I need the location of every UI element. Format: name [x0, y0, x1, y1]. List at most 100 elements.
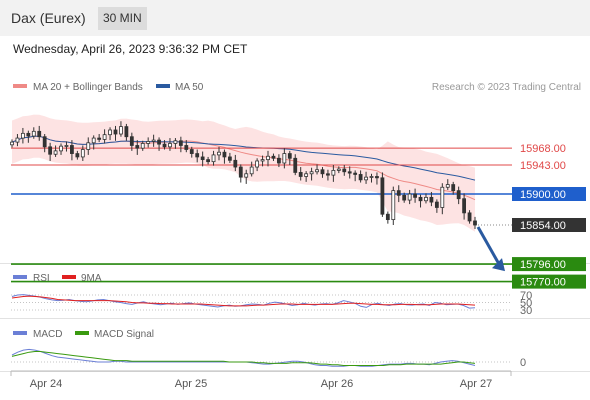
candle-body	[445, 184, 450, 188]
support-label: 15796.00	[520, 259, 566, 271]
resistance-label: 15943.00	[520, 160, 566, 172]
panel-divider	[0, 318, 590, 319]
candle-body	[462, 198, 467, 214]
candle-body	[195, 153, 200, 158]
legend-rsi-ma-label: 9MA	[81, 273, 102, 284]
candle-body	[271, 155, 276, 159]
candle-body	[342, 168, 347, 173]
candle-body	[206, 159, 210, 163]
macd-panel: MACD MACD Signal 0	[11, 329, 526, 369]
candle-body	[380, 177, 385, 215]
candle-body	[135, 145, 140, 149]
candle-body	[255, 160, 260, 168]
candle-body	[287, 153, 292, 159]
candle-body	[146, 141, 151, 144]
legend-bollinger-label: MA 20 + Bollinger Bands	[33, 82, 143, 93]
candle-body	[424, 196, 428, 202]
candle-body	[375, 176, 379, 179]
candle-body	[331, 170, 336, 176]
candle-body	[173, 140, 178, 144]
forecast-arrowhead	[492, 258, 505, 272]
legend-macd-label: MACD	[33, 329, 62, 340]
legend-rsi-label: RSI	[33, 273, 50, 284]
candle-body	[369, 176, 374, 178]
candle-body	[244, 173, 249, 178]
candle-body	[326, 173, 330, 176]
forecast-arrow-shaft	[476, 226, 501, 265]
time-axis: Apr 24 Apr 25 Apr 26 Apr 27	[10, 370, 512, 390]
candle-body	[315, 169, 319, 173]
macd-line	[11, 348, 476, 367]
candle-body	[418, 196, 423, 202]
legend-macd-swatch	[13, 331, 27, 335]
candle-body	[75, 153, 80, 158]
rsi-level-label: 50	[520, 298, 532, 310]
timeframe-button[interactable]: 30 MIN	[98, 7, 147, 30]
candle-body	[396, 190, 401, 196]
candle-body	[385, 213, 390, 221]
candle-body	[211, 154, 216, 163]
candle-body	[451, 184, 456, 192]
rsi-ma-line	[11, 295, 476, 307]
candle-body	[80, 149, 85, 158]
candle-body	[309, 171, 314, 175]
candle-body	[59, 145, 63, 152]
candle-body	[42, 136, 47, 148]
candle-body	[97, 137, 102, 140]
candle-body	[113, 129, 118, 135]
candle-body	[10, 141, 14, 146]
rsi-level-label: 30	[520, 305, 532, 317]
candle-body	[184, 145, 189, 150]
candle-body	[64, 145, 69, 147]
candle-body	[467, 212, 472, 222]
x-tick-label: Apr 25	[175, 378, 207, 390]
macd-level-label: 0	[520, 357, 526, 369]
candle-body	[140, 143, 145, 149]
candle-body	[277, 157, 281, 164]
instrument-title: Dax (Eurex)	[11, 10, 86, 26]
legend-macd-signal-label: MACD Signal	[94, 329, 154, 340]
legend-macd-signal-swatch	[75, 331, 89, 335]
chart-credit: Research © 2023 Trading Central	[432, 82, 581, 93]
candle-body	[364, 176, 368, 181]
candle-body	[440, 186, 445, 208]
candle-body	[70, 145, 74, 154]
candle-body	[15, 137, 20, 143]
candle-body	[129, 136, 134, 146]
candle-body	[293, 157, 298, 173]
candle-body	[353, 172, 358, 175]
candle-body	[108, 129, 112, 136]
legend-ma50-label: MA 50	[175, 82, 204, 93]
bollinger-band-fill	[12, 114, 475, 232]
candle-body	[20, 132, 25, 139]
candle-body	[217, 151, 221, 156]
legend-rsi-swatch	[13, 275, 27, 279]
candle-body	[358, 174, 363, 181]
candle-body	[407, 193, 412, 201]
legend-rsi-ma-swatch	[62, 275, 76, 279]
candle-body	[456, 190, 461, 200]
candle-body	[222, 151, 227, 158]
candle-body	[157, 139, 161, 145]
last-price-box	[512, 218, 586, 232]
candle-body	[124, 126, 129, 138]
candle-body	[473, 220, 477, 226]
pivot-label: 15900.00	[520, 189, 566, 201]
candle-body	[189, 149, 194, 154]
x-tick-label: Apr 27	[460, 378, 492, 390]
x-tick-label: Apr 26	[321, 378, 353, 390]
candle-body	[298, 172, 303, 177]
candle-body	[86, 142, 91, 150]
price-panel: MA 20 + Bollinger Bands MA 50 Research © 2…	[10, 82, 586, 289]
candle-body	[413, 193, 417, 198]
candle-body	[434, 201, 439, 208]
candle-body	[238, 166, 243, 178]
candle-body	[266, 155, 270, 161]
candle-body	[260, 159, 265, 162]
candle-body	[304, 173, 309, 177]
candle-body	[347, 171, 352, 174]
candle-body	[119, 126, 123, 135]
chart-timestamp: Wednesday, April 26, 2023 9:36:32 PM CET	[13, 42, 248, 56]
candle-body	[320, 169, 325, 175]
